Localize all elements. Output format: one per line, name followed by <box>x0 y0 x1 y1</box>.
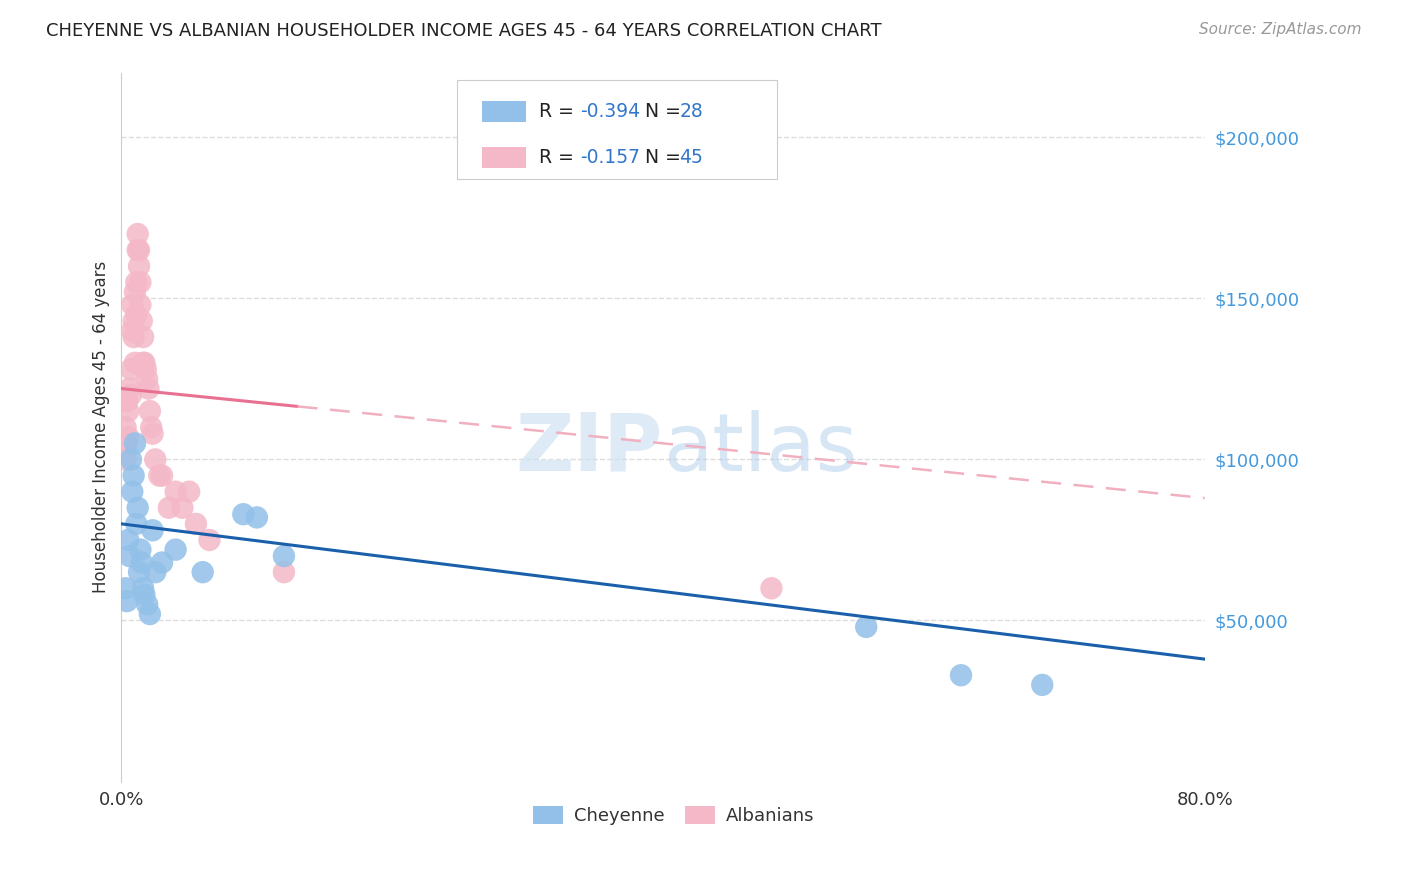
Point <box>128 259 150 273</box>
Text: N =: N = <box>645 148 686 167</box>
Text: R =: R = <box>538 102 579 120</box>
Point <box>150 468 173 483</box>
Point <box>136 598 159 612</box>
Text: atlas: atlas <box>664 409 858 488</box>
Point <box>138 382 160 396</box>
Point <box>761 582 783 596</box>
FancyBboxPatch shape <box>482 101 526 122</box>
Text: Cheyenne: Cheyenne <box>574 806 665 824</box>
Point <box>125 516 148 531</box>
Point <box>131 556 153 570</box>
Point <box>141 420 163 434</box>
Text: 45: 45 <box>679 148 703 167</box>
Point <box>150 556 173 570</box>
Point <box>157 500 180 515</box>
Text: 28: 28 <box>679 102 703 120</box>
Point <box>118 549 141 563</box>
Point <box>128 565 150 579</box>
Text: ZIP: ZIP <box>516 409 664 488</box>
Point <box>127 227 149 241</box>
Point <box>139 607 162 621</box>
Point <box>135 362 157 376</box>
Point <box>246 510 269 524</box>
Point <box>120 362 142 376</box>
Text: CHEYENNE VS ALBANIAN HOUSEHOLDER INCOME AGES 45 - 64 YEARS CORRELATION CHART: CHEYENNE VS ALBANIAN HOUSEHOLDER INCOME … <box>46 22 882 40</box>
FancyBboxPatch shape <box>457 80 778 179</box>
Point <box>117 533 139 547</box>
Text: R =: R = <box>538 148 579 167</box>
Point <box>124 436 146 450</box>
Point <box>273 565 295 579</box>
Point <box>132 330 155 344</box>
Point <box>114 452 136 467</box>
Point <box>950 668 973 682</box>
Point <box>855 620 877 634</box>
Point <box>114 582 136 596</box>
Point <box>118 382 141 396</box>
Point <box>115 394 138 409</box>
Point <box>131 314 153 328</box>
Text: N =: N = <box>645 102 686 120</box>
Text: Source: ZipAtlas.com: Source: ZipAtlas.com <box>1198 22 1361 37</box>
Point <box>117 404 139 418</box>
Point <box>122 468 145 483</box>
Y-axis label: Householder Income Ages 45 - 64 years: Householder Income Ages 45 - 64 years <box>93 261 110 593</box>
Point <box>117 430 139 444</box>
Text: Albanians: Albanians <box>725 806 814 824</box>
Point <box>232 507 254 521</box>
Point <box>172 500 194 515</box>
Point <box>165 542 187 557</box>
Point <box>142 426 165 441</box>
Point <box>179 484 201 499</box>
Point <box>125 276 148 290</box>
Point <box>115 436 138 450</box>
Point <box>120 388 142 402</box>
Point <box>122 314 145 328</box>
Point <box>129 542 152 557</box>
Point <box>128 243 150 257</box>
Point <box>125 308 148 322</box>
Point <box>115 594 138 608</box>
Text: -0.394: -0.394 <box>579 102 640 120</box>
Point <box>127 243 149 257</box>
Point <box>148 468 170 483</box>
Text: -0.157: -0.157 <box>579 148 640 167</box>
Point <box>121 324 143 338</box>
Point <box>184 516 207 531</box>
Point <box>129 298 152 312</box>
Point <box>132 356 155 370</box>
Point <box>121 298 143 312</box>
FancyBboxPatch shape <box>685 806 716 824</box>
Point <box>273 549 295 563</box>
Point <box>143 565 166 579</box>
Point <box>120 452 142 467</box>
Point <box>165 484 187 499</box>
Point <box>191 565 214 579</box>
Point <box>198 533 221 547</box>
Point <box>121 484 143 499</box>
Point <box>112 436 135 450</box>
Point <box>136 372 159 386</box>
Point <box>132 582 155 596</box>
Point <box>139 404 162 418</box>
Point <box>142 524 165 538</box>
Point <box>1031 678 1053 692</box>
Point <box>114 420 136 434</box>
Point <box>129 276 152 290</box>
Point <box>143 452 166 467</box>
Point <box>134 588 156 602</box>
Point <box>134 356 156 370</box>
Point <box>127 500 149 515</box>
Point <box>124 356 146 370</box>
FancyBboxPatch shape <box>482 146 526 168</box>
Point <box>122 330 145 344</box>
Point <box>124 285 146 299</box>
FancyBboxPatch shape <box>533 806 564 824</box>
